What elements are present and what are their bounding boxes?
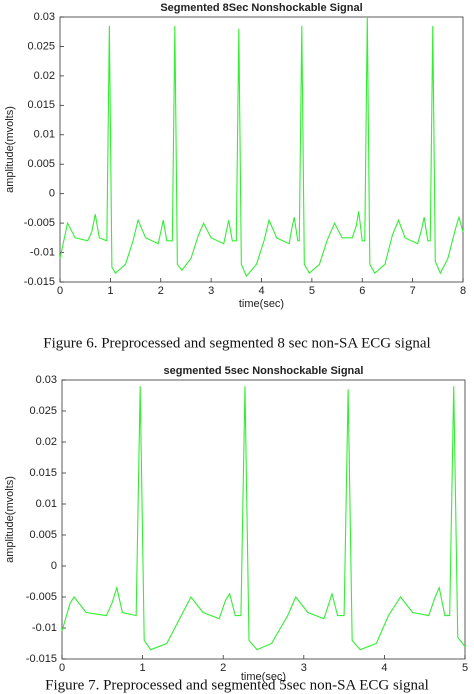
- caption: Figure 7. Preprocessed and segmented 5se…: [45, 677, 429, 693]
- y-axis-label: amplitude(mvolts): [4, 106, 16, 193]
- y-tick-label: 0: [49, 188, 55, 200]
- x-axis-label: time(sec): [241, 671, 286, 683]
- y-tick-label: 0.01: [36, 498, 57, 510]
- x-axis-label: time(sec): [239, 298, 284, 310]
- y-tick-label: 0.015: [29, 467, 57, 479]
- ecg-line: [61, 386, 466, 651]
- x-tick-label: 0: [57, 285, 63, 297]
- y-tick-label: -0.015: [24, 276, 55, 288]
- x-tick-label: 2: [158, 285, 164, 297]
- y-tick-label: 0: [51, 560, 57, 572]
- y-tick-label: 0.03: [34, 11, 55, 23]
- y-axis-label: amplitude(mvolts): [4, 476, 16, 563]
- y-tick-label: -0.015: [26, 653, 57, 665]
- y-tick-label: 0.015: [27, 99, 55, 111]
- x-tick-label: 8: [460, 285, 466, 297]
- x-tick-label: 5: [309, 285, 315, 297]
- x-tick-label: 2: [220, 662, 226, 674]
- x-tick-label: 5: [462, 662, 468, 674]
- x-tick-label: 3: [301, 662, 307, 674]
- caption: Figure 6. Preprocessed and segmented 8 s…: [43, 335, 430, 351]
- y-tick-label: -0.01: [32, 622, 57, 634]
- y-tick-label: 0.025: [29, 405, 57, 417]
- y-tick-label: 0.01: [34, 129, 55, 141]
- y-tick-label: -0.005: [24, 217, 55, 229]
- ecg-line: [59, 16, 464, 278]
- x-tick-label: 7: [410, 285, 416, 297]
- y-tick-label: -0.005: [26, 591, 57, 603]
- x-tick-label: 0: [59, 662, 65, 674]
- plot-frame: [61, 379, 466, 660]
- y-tick-label: 0.03: [36, 374, 57, 386]
- x-tick-label: 1: [107, 285, 113, 297]
- x-tick-label: 4: [258, 285, 264, 297]
- chart-title: segmented 5sec Nonshockable Signal: [164, 365, 364, 377]
- chart-title: Segmented 8Sec Nonshockable Signal: [160, 2, 362, 14]
- y-tick-label: 0.02: [36, 436, 57, 448]
- y-tick-label: -0.01: [30, 246, 55, 258]
- x-tick-label: 6: [359, 285, 365, 297]
- y-tick-label: 0.02: [34, 70, 55, 82]
- plot-frame: [59, 16, 464, 283]
- y-tick-label: 0.005: [27, 158, 55, 170]
- x-tick-label: 3: [208, 285, 214, 297]
- x-tick-label: 1: [140, 662, 146, 674]
- x-tick-label: 4: [381, 662, 387, 674]
- y-tick-label: 0.005: [29, 529, 57, 541]
- y-tick-label: 0.025: [27, 40, 55, 52]
